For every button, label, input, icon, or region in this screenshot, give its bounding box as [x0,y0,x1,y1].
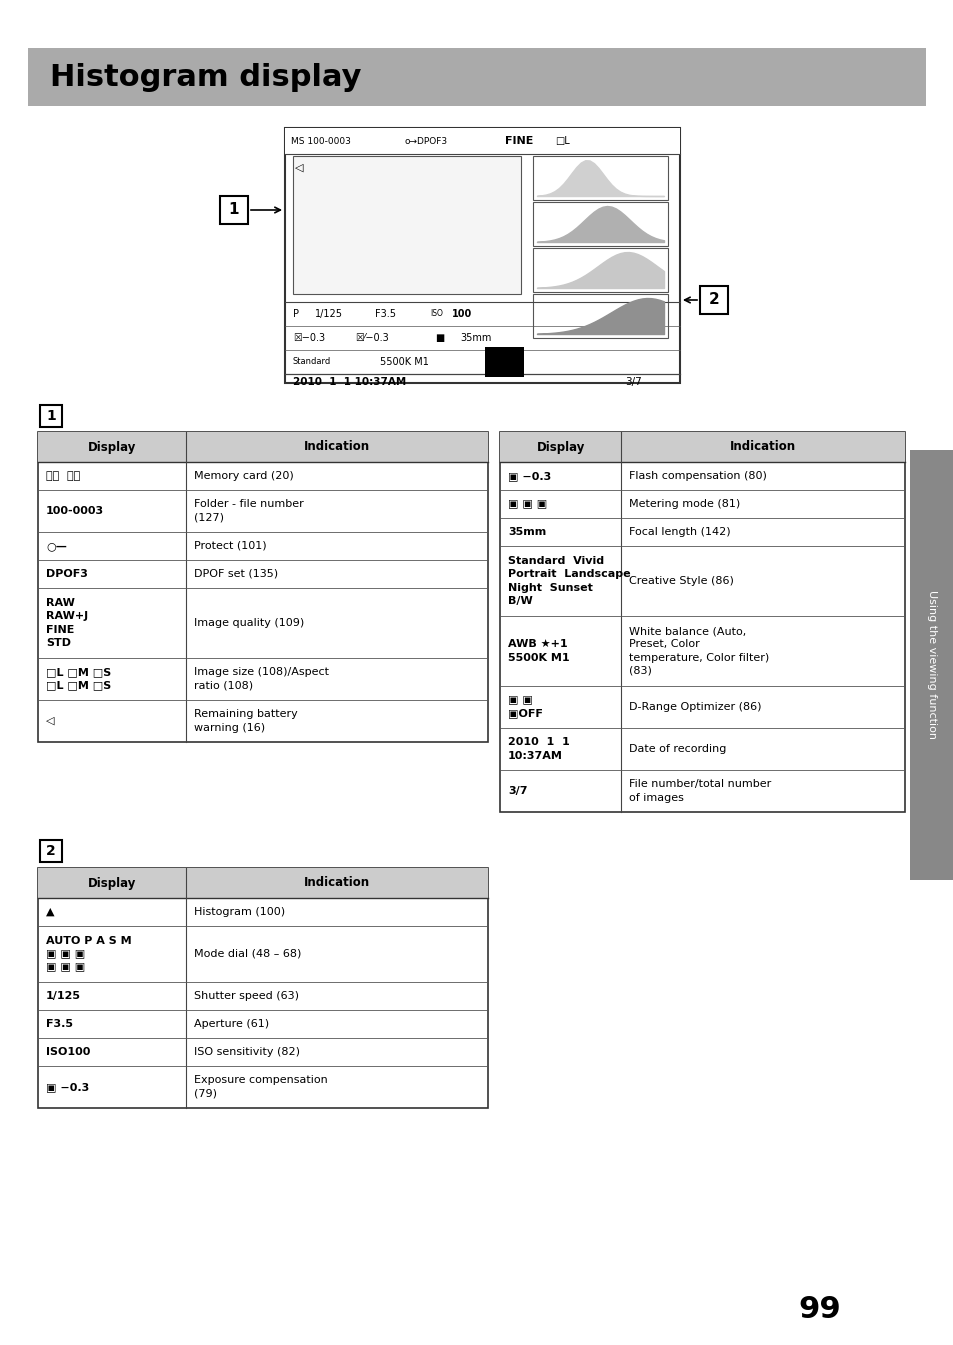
Text: Using the viewing function: Using the viewing function [926,590,936,740]
Text: o→DPOF3: o→DPOF3 [405,136,448,145]
Text: AUTO P A S M
▣ ▣ ▣
▣ ▣ ▣: AUTO P A S M ▣ ▣ ▣ ▣ ▣ ▣ [46,936,132,972]
Text: ◁: ◁ [46,716,54,726]
Text: P: P [293,309,298,319]
Bar [499,432,904,461]
Bar [38,868,488,898]
Text: 3/7: 3/7 [507,785,527,796]
Text: 100: 100 [452,309,472,319]
Text: Indication: Indication [729,441,796,453]
Text: White balance (Auto,
Preset, Color
temperature, Color filter)
(83): White balance (Auto, Preset, Color tempe… [629,627,769,675]
Text: 100-0003: 100-0003 [46,506,104,516]
Text: 99: 99 [798,1295,841,1325]
Text: Mode dial (48 – 68): Mode dial (48 – 68) [194,950,301,959]
Text: Protect (101): Protect (101) [194,541,267,551]
Text: Folder - file number
(127): Folder - file number (127) [194,499,304,523]
Text: F3.5: F3.5 [46,1020,73,1029]
Text: Display: Display [88,441,136,453]
Bar [499,432,904,812]
Text: ISO sensitivity (82): ISO sensitivity (82) [194,1046,300,1057]
Bar [533,156,667,200]
Bar [38,432,488,742]
Text: 1: 1 [229,203,239,218]
Text: ▣ ▣ ▣: ▣ ▣ ▣ [507,499,547,508]
Text: 35mm: 35mm [459,334,491,343]
Text: File number/total number
of images: File number/total number of images [629,779,771,803]
Text: Indication: Indication [304,441,370,453]
Bar [533,295,667,338]
Text: ISO100: ISO100 [46,1046,91,1057]
Text: ▲: ▲ [46,907,54,917]
Text: Standard: Standard [293,358,331,366]
Text: ☒−0.3: ☒−0.3 [293,334,325,343]
Bar [533,247,667,292]
Text: ▣ ▣
▣OFF: ▣ ▣ ▣OFF [507,695,542,718]
Bar [220,196,248,225]
Text: ▣ −0.3: ▣ −0.3 [46,1081,90,1092]
Text: □L: □L [555,136,569,147]
Text: 35mm: 35mm [507,527,546,537]
Text: ▣ −0.3: ▣ −0.3 [507,471,551,482]
Text: ☒⁄−0.3: ☒⁄−0.3 [355,334,388,343]
Text: DPOF set (135): DPOF set (135) [194,569,278,578]
Bar [38,868,488,1108]
Text: 5500K M1: 5500K M1 [379,356,429,367]
Text: Histogram display: Histogram display [50,62,361,91]
Text: Display: Display [88,877,136,889]
Text: ○—: ○— [46,541,67,551]
Text: ⓂⓈ  ⓂⓈ: ⓂⓈ ⓂⓈ [46,471,80,482]
Text: Histogram (100): Histogram (100) [194,907,285,917]
Bar [38,432,488,461]
Bar [909,451,953,880]
Text: Standard  Vivid
Portrait  Landscape
Night  Sunset
B/W: Standard Vivid Portrait Landscape Night … [507,557,630,605]
Text: 2010  1  1
10:37AM: 2010 1 1 10:37AM [507,737,569,761]
Text: Aperture (61): Aperture (61) [194,1020,270,1029]
Text: Focal length (142): Focal length (142) [629,527,730,537]
Text: AWB ★+1
5500K M1: AWB ★+1 5500K M1 [507,639,569,663]
Text: F3.5: F3.5 [375,309,395,319]
Text: Metering mode (81): Metering mode (81) [629,499,740,508]
Text: ◁: ◁ [294,163,303,174]
Text: DPOF3: DPOF3 [46,569,88,578]
Bar [285,128,679,153]
Text: 2010  1  1 10:37AM: 2010 1 1 10:37AM [293,377,406,387]
Text: ■: ■ [435,334,444,343]
Text: Image size (108)/Aspect
ratio (108): Image size (108)/Aspect ratio (108) [194,667,329,690]
Text: 2: 2 [708,292,719,308]
Text: Date of recording: Date of recording [629,744,726,755]
Text: Display: Display [536,441,584,453]
Bar [285,128,679,383]
Text: D-R: D-R [495,356,514,367]
Text: Shutter speed (63): Shutter speed (63) [194,991,299,1001]
Bar [293,156,520,295]
Text: ISO: ISO [430,309,442,319]
Text: D-Range Optimizer (86): D-Range Optimizer (86) [629,702,761,712]
Text: Indication: Indication [304,877,370,889]
Bar [700,286,727,313]
Text: 1/125: 1/125 [46,991,81,1001]
Text: RAW
RAW+J
FINE
STD: RAW RAW+J FINE STD [46,599,88,648]
Text: □L □M □S
□L □M □S: □L □M □S □L □M □S [46,667,112,690]
Text: Creative Style (86): Creative Style (86) [629,576,734,586]
Bar [533,202,667,246]
Bar [40,841,62,862]
Text: Flash compensation (80): Flash compensation (80) [629,471,766,482]
Text: FINE: FINE [504,136,533,147]
Text: Exposure compensation
(79): Exposure compensation (79) [194,1076,328,1099]
Text: MS 100-0003: MS 100-0003 [291,136,351,145]
Bar [28,48,925,106]
Text: 1: 1 [46,409,56,422]
Text: Image quality (109): Image quality (109) [194,617,304,628]
Text: 3/7: 3/7 [624,377,641,387]
Text: Memory card (20): Memory card (20) [194,471,294,482]
Text: 1/125: 1/125 [314,309,343,319]
Text: Remaining battery
warning (16): Remaining battery warning (16) [194,709,298,733]
Text: 2: 2 [46,845,56,858]
Bar [40,405,62,426]
